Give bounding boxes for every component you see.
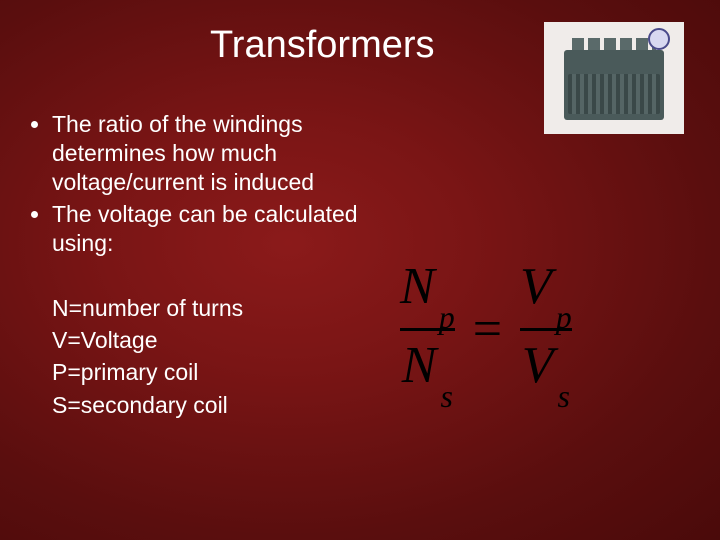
equation: Np Ns = Vp Vs [400,258,572,400]
definition-p: P=primary coil [52,356,243,388]
sub-s: s [558,378,570,414]
fraction-left: Np Ns [400,258,455,400]
equals-sign: = [473,300,502,359]
fraction-right: Vp Vs [520,258,572,400]
definition-s: S=secondary coil [52,389,243,421]
bullet-item: The voltage can be calculated using: [52,200,380,258]
sub-p: p [556,299,572,335]
transformer-icon [564,50,664,120]
sub-p: p [439,299,455,335]
numer-right: Vp [520,258,572,322]
var-N: N [400,258,435,315]
var-V: V [520,258,552,315]
denom-right: Vs [522,337,570,401]
sub-s: s [440,378,452,414]
var-V: V [522,337,554,394]
transformer-image [544,22,684,134]
definition-n: N=number of turns [52,292,243,324]
definitions: N=number of turns V=Voltage P=primary co… [52,292,243,421]
definition-v: V=Voltage [52,324,243,356]
numer-left: Np [400,258,455,322]
bullet-item: The ratio of the windings determines how… [52,110,380,196]
denom-left: Ns [402,337,453,401]
var-N: N [402,337,437,394]
slide-title: Transformers [210,24,435,67]
bullet-list: The ratio of the windings determines how… [30,110,380,262]
